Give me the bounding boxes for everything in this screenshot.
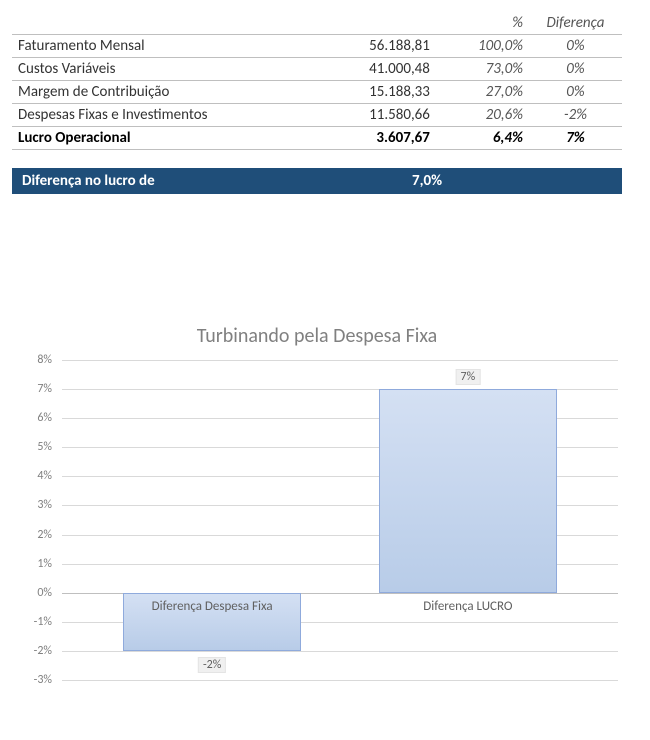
chart-title: Turbinando pela Despesa Fixa (12, 324, 622, 348)
y-tick-label: 1% (12, 557, 52, 571)
y-tick-label: 0% (12, 586, 52, 600)
y-tick-label: -1% (12, 615, 52, 629)
y-tick-label: 5% (12, 440, 52, 454)
chart-container: Turbinando pela Despesa Fixa -3%-2%-1%0%… (12, 324, 622, 680)
financial-table: % Diferença Faturamento Mensal 56.188,81… (12, 12, 622, 150)
col-value (312, 12, 436, 35)
table-row: Despesas Fixas e Investimentos 11.580,66… (12, 104, 622, 127)
gridline (62, 651, 618, 652)
gridline (62, 680, 618, 681)
table-row: Faturamento Mensal 56.188,81 100,0% 0% (12, 35, 622, 58)
y-tick-label: 7% (12, 382, 52, 396)
col-pct: % (436, 12, 529, 35)
table-row-total: Lucro Operacional 3.607,67 6,4% 7% (12, 127, 622, 150)
table-row: Custos Variáveis 41.000,48 73,0% 0% (12, 58, 622, 81)
col-diff: Diferença (529, 12, 622, 35)
category-label: Diferença LUCRO (423, 599, 512, 614)
y-tick-label: 6% (12, 411, 52, 425)
y-tick-label: -2% (12, 644, 52, 658)
profit-diff-bar: Diferença no lucro de 7,0% (12, 168, 622, 194)
col-label (12, 12, 312, 35)
chart-bar (379, 389, 557, 593)
y-axis: -3%-2%-1%0%1%2%3%4%5%6%7%8% (12, 360, 58, 680)
y-tick-label: -3% (12, 673, 52, 687)
y-tick-label: 3% (12, 498, 52, 512)
y-tick-label: 2% (12, 528, 52, 542)
data-label: 7% (456, 369, 481, 385)
plot-area: Diferença Despesa Fixa -2% Diferença LUCRO… (62, 360, 618, 680)
profit-diff-value: 7,0% (412, 172, 612, 190)
y-tick-label: 4% (12, 469, 52, 483)
category-label: Diferença Despesa Fixa (152, 599, 273, 614)
profit-diff-label: Diferença no lucro de (22, 172, 412, 190)
data-label: -2% (198, 657, 226, 673)
gridline (62, 360, 618, 361)
bar-chart: -3%-2%-1%0%1%2%3%4%5%6%7%8% Diferença De… (12, 360, 622, 680)
table-row: Margem de Contribuição 15.188,33 27,0% 0… (12, 81, 622, 104)
y-tick-label: 8% (12, 353, 52, 367)
